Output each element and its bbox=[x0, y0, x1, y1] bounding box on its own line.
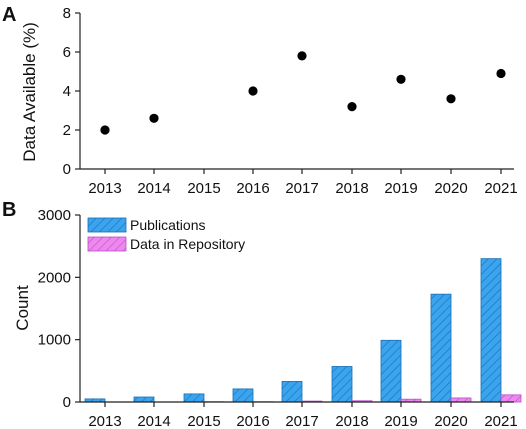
scatter-point-2014 bbox=[149, 113, 159, 123]
legend-swatch-publications bbox=[87, 217, 127, 233]
bar-publications-2018 bbox=[331, 366, 353, 403]
panel-b-x-tick-label: 2021 bbox=[484, 413, 517, 429]
panel-b-y-tick-label: 0 bbox=[63, 394, 71, 411]
scatter-point-2020 bbox=[446, 94, 456, 104]
panel-a-x-tick-label: 2015 bbox=[187, 180, 220, 197]
panel-b-y-tick-label: 1000 bbox=[38, 332, 71, 349]
legend-swatch-data-in-repository bbox=[87, 236, 127, 252]
bar-data-in-repository-2021 bbox=[500, 394, 522, 403]
scatter-point-2013 bbox=[100, 125, 110, 135]
panel-b-x-tick-label: 2017 bbox=[285, 413, 318, 429]
panel-b-x-tick-label: 2015 bbox=[187, 413, 220, 429]
bar-publications-2020 bbox=[430, 293, 452, 403]
scatter-point-2017 bbox=[297, 51, 307, 61]
scatter-point-2019 bbox=[396, 74, 406, 84]
legend-label-publications: Publications bbox=[130, 217, 206, 233]
panel-a-x-tick-label: 2018 bbox=[335, 180, 368, 197]
bar-publications-2015 bbox=[183, 393, 205, 403]
bar-publications-2014 bbox=[133, 396, 155, 403]
panel-b-y-tick-label: 3000 bbox=[38, 207, 71, 224]
panel-b-y-tick-label: 2000 bbox=[38, 269, 71, 286]
scatter-point-2021 bbox=[496, 68, 506, 79]
panel-a-y-axis-title: Data Available (%) bbox=[20, 22, 39, 162]
panel-b: B Count 0 1000 2000 3000 2013 2014 2015 2016 20… bbox=[2, 199, 522, 429]
panel-a-x-tick-label: 2020 bbox=[434, 180, 467, 197]
panel-b-x-tick-label: 2018 bbox=[335, 413, 368, 429]
panel-b-label: B bbox=[2, 199, 16, 221]
bar-publications-2016 bbox=[232, 388, 254, 403]
panel-a-x-tick-label: 2021 bbox=[484, 180, 517, 197]
panel-a: A Data Available (%) 0 2 4 6 8 2013 2014 2015 2… bbox=[2, 4, 518, 197]
scatter-point-2018 bbox=[347, 102, 357, 112]
panel-a-y-tick-label: 2 bbox=[63, 122, 71, 139]
panel-a-label: A bbox=[2, 4, 16, 26]
panel-a-y-tick-label: 0 bbox=[63, 161, 71, 178]
legend-label-data-in-repository: Data in Repository bbox=[130, 236, 245, 252]
panel-a-y-tick-label: 4 bbox=[63, 83, 71, 100]
bar-publications-2019 bbox=[380, 339, 402, 403]
panel-a-x-tick-label: 2017 bbox=[285, 180, 318, 197]
panel-b-x-tick-label: 2016 bbox=[236, 413, 269, 429]
panel-a-x-tick-label: 2014 bbox=[137, 180, 170, 197]
panel-a-x-tick-label: 2019 bbox=[384, 180, 417, 197]
panel-b-x-tick-label: 2020 bbox=[434, 413, 467, 429]
panel-a-y-tick-label: 8 bbox=[63, 5, 71, 22]
panel-a-x-tick-label: 2016 bbox=[236, 180, 269, 197]
scatter-point-2016 bbox=[248, 86, 258, 96]
bar-publications-2017 bbox=[281, 381, 303, 403]
panel-b-y-axis-title: Count bbox=[13, 285, 32, 331]
panel-b-x-tick-label: 2014 bbox=[137, 413, 170, 429]
panel-a-x-tick-label: 2013 bbox=[88, 180, 121, 197]
bar-publications-2021 bbox=[480, 258, 502, 403]
panel-b-x-tick-label: 2013 bbox=[88, 413, 121, 429]
panel-a-y-tick-label: 6 bbox=[63, 44, 71, 61]
bar-data-in-repository-2020 bbox=[450, 397, 472, 403]
panel-b-x-tick-label: 2019 bbox=[384, 413, 417, 429]
panel-b-legend: Publications Data in Repository bbox=[87, 217, 245, 252]
